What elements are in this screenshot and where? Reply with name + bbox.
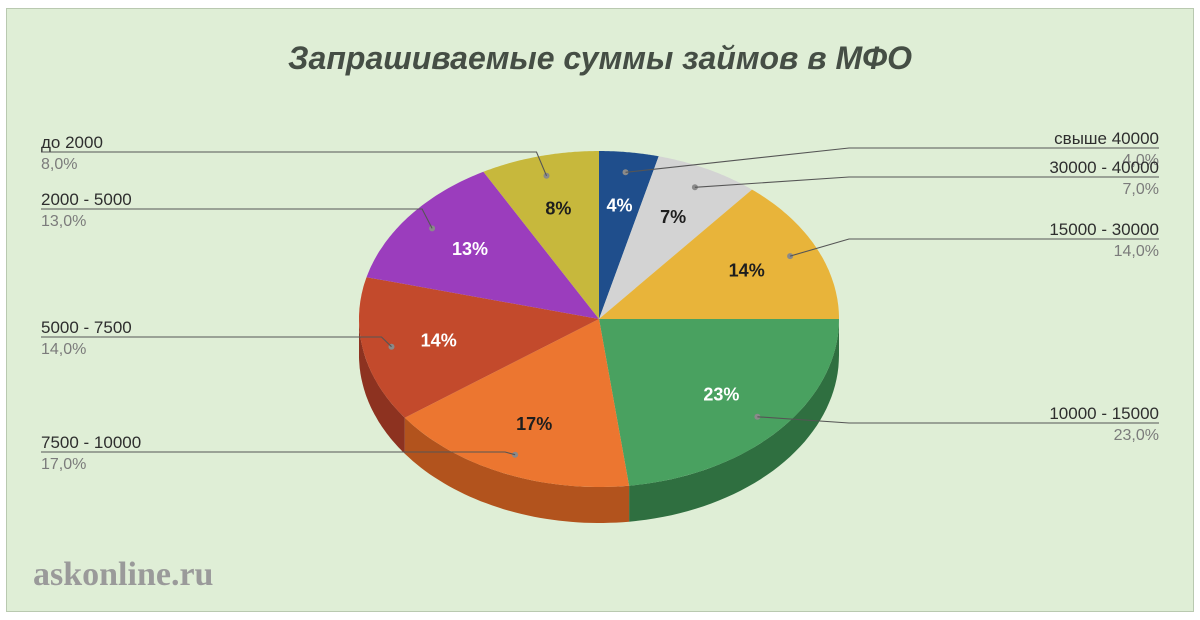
slice-side-5 (359, 319, 405, 454)
callout-value-6: 13,0% (41, 213, 86, 230)
callout-line-4 (41, 451, 516, 456)
callout-line-6 (41, 208, 433, 229)
slice-label-0: 4% (606, 196, 632, 216)
chart-title: Запрашиваемые суммы займов в МФО (288, 40, 912, 76)
callout-category-2: 15000 - 30000 (1049, 220, 1159, 239)
callout-value-1: 7,0% (1123, 181, 1159, 198)
pie-depth (359, 319, 839, 523)
callout-value-2: 14,0% (1114, 243, 1159, 260)
watermark: askonline.ru (33, 556, 213, 593)
callout-value-5: 14,0% (41, 341, 86, 358)
callout-category-4: 7500 - 10000 (41, 433, 141, 452)
chart-frame: Запрашиваемые суммы займов в МФО 4% 7% 14%… (6, 8, 1194, 612)
slice-side-4 (404, 417, 630, 523)
pie-slice-3 (599, 319, 839, 486)
callout-value-7: 8,0% (41, 156, 77, 173)
callout-category-5: 5000 - 7500 (41, 318, 132, 337)
callout-category-3: 10000 - 15000 (1049, 404, 1159, 423)
callout-line-0 (625, 147, 1159, 173)
callout-line-5 (41, 336, 392, 348)
callout-value-3: 23,0% (1114, 427, 1159, 444)
pie-slices: 4% 7% 14% 23% 17% 14% 13% 8% (359, 151, 839, 487)
callout-line-1 (694, 176, 1159, 188)
slice-label-5: 14% (421, 330, 457, 350)
callout-value-0: 4,0% (1123, 152, 1159, 169)
callout-line-2 (789, 238, 1159, 257)
pie-slice-7 (483, 151, 599, 319)
callout-line-7 (41, 151, 548, 177)
slice-label-7: 8% (545, 198, 571, 218)
slice-label-2: 14% (729, 260, 765, 280)
callout-category-7: до 2000 (41, 133, 103, 152)
pie-slice-0 (599, 151, 659, 319)
pie-chart: Запрашиваемые суммы займов в МФО 4% 7% 14%… (33, 40, 1159, 593)
slice-label-1: 7% (660, 207, 686, 227)
slice-label-3: 23% (703, 385, 739, 405)
pie-slice-4 (404, 319, 630, 487)
pie-slice-6 (366, 171, 599, 319)
pie-slice-1 (599, 156, 752, 319)
callout-category-1: 30000 - 40000 (1049, 158, 1159, 177)
pie-slice-2 (599, 189, 839, 319)
callout-category-6: 2000 - 5000 (41, 190, 132, 209)
callout-value-4: 17,0% (41, 456, 86, 473)
slice-label-4: 17% (516, 414, 552, 434)
slice-side-3 (629, 319, 839, 522)
callout-labels: свыше 40000 4,0%30000 - 40000 7,0% 15000 - … (41, 129, 1159, 473)
callout-category-0: свыше 40000 (1054, 129, 1159, 148)
pie-slice-5 (359, 277, 599, 418)
callout-lines (41, 147, 1159, 458)
callout-line-3 (757, 416, 1159, 424)
slice-label-6: 13% (452, 239, 488, 259)
